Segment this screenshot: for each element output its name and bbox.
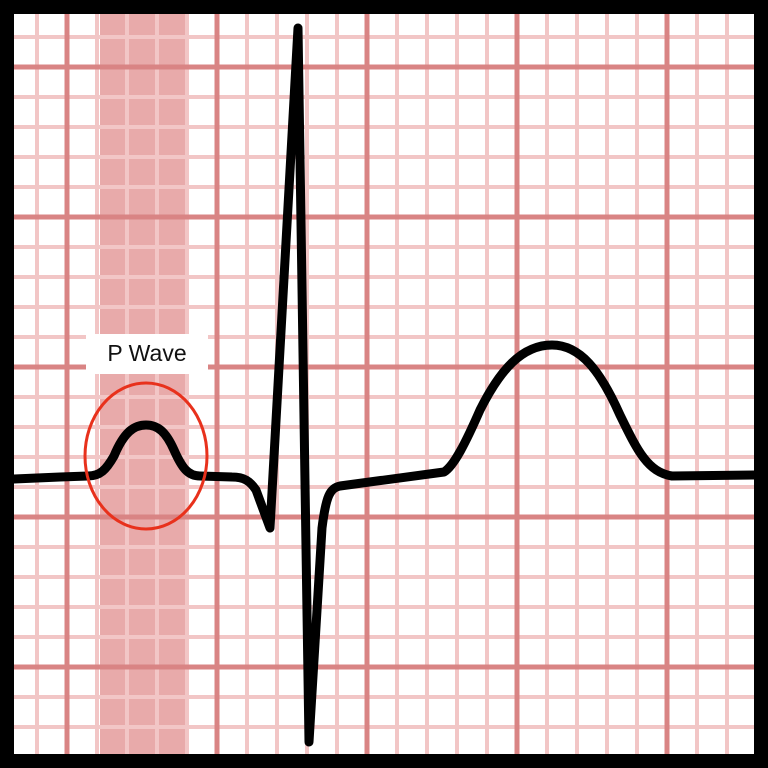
- p-wave-circle: [83, 381, 209, 531]
- ecg-trace-line: [9, 23, 759, 747]
- p-wave-label: P Wave: [107, 340, 186, 366]
- major-grid-lines: [14, 14, 754, 754]
- p-wave-label-background: [86, 334, 208, 374]
